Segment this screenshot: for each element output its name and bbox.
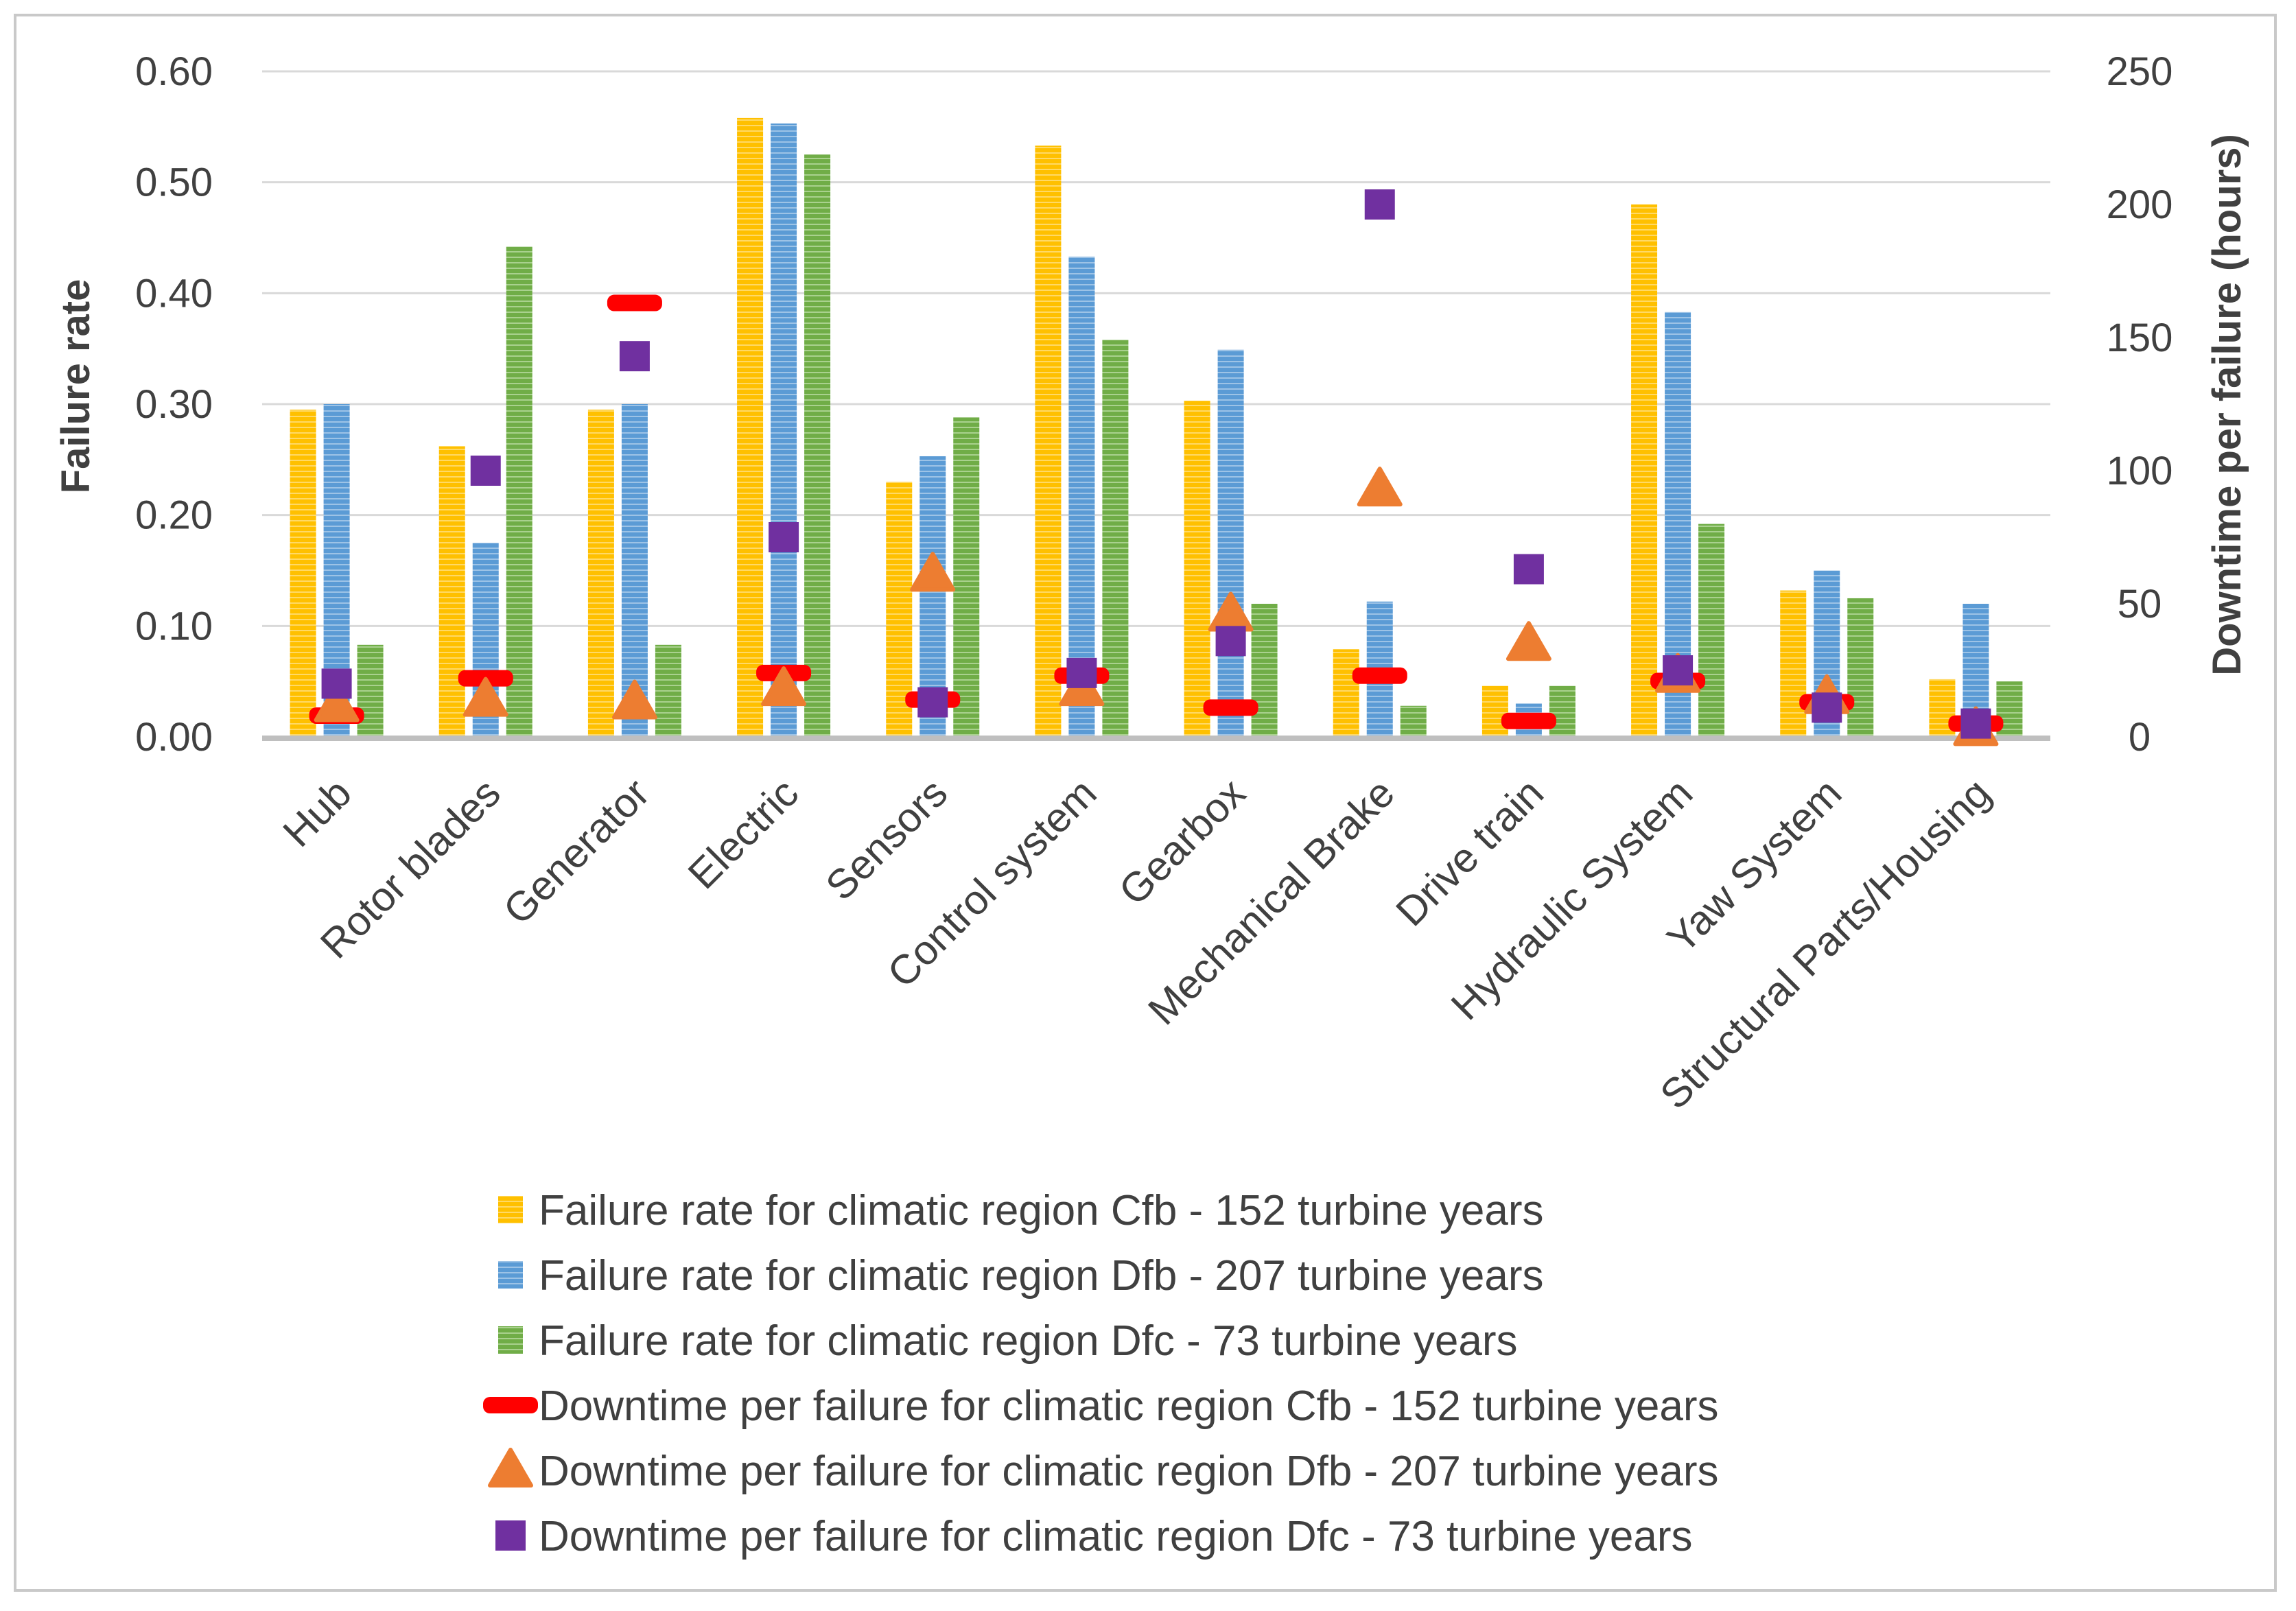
y-tick-label: 0.60 xyxy=(135,49,213,94)
bar-cfb-5 xyxy=(1035,145,1062,738)
y2-tick-label: 200 xyxy=(2107,183,2173,227)
legend-label: Failure rate for climatic region Cfb - 1… xyxy=(539,1187,1544,1234)
marker-square-3 xyxy=(769,522,799,552)
bar-dfc-3 xyxy=(804,154,831,737)
category-label: Electric xyxy=(679,770,807,897)
legend-label: Downtime per failure for climatic region… xyxy=(539,1448,1719,1495)
legend-item: Downtime per failure for climatic region… xyxy=(495,1513,1693,1560)
y2-tick-label: 150 xyxy=(2107,316,2173,360)
bar-cfb-8 xyxy=(1481,685,1508,737)
y-tick-label: 0.00 xyxy=(135,715,213,760)
legend-swatch xyxy=(498,1196,523,1223)
bar-cfb-0 xyxy=(290,410,316,737)
bar-cfb-7 xyxy=(1333,649,1359,737)
legend-label: Downtime per failure for climatic region… xyxy=(539,1513,1693,1560)
marker-triangle-7 xyxy=(1357,467,1403,507)
y-axis-right-title: Downtime per failure (hours) xyxy=(2205,134,2249,676)
marker-triangle-0 xyxy=(314,682,360,722)
y2-tick-label: 250 xyxy=(2107,49,2173,94)
bar-cfb-10 xyxy=(1780,590,1807,737)
marker-dash-2 xyxy=(607,294,662,311)
bar-dfc-0 xyxy=(357,644,384,737)
bar-cfb-9 xyxy=(1631,204,1658,737)
y-tick-label: 0.30 xyxy=(135,382,213,427)
marker-square-2 xyxy=(619,341,650,372)
marker-triangle-6 xyxy=(1208,591,1254,632)
y-tick-label: 0.10 xyxy=(135,604,213,648)
marker-square-1 xyxy=(470,456,501,486)
legend-item: Failure rate for climatic region Dfc - 7… xyxy=(498,1317,1518,1365)
legend-swatch xyxy=(498,1326,523,1354)
marker-square-11 xyxy=(1960,708,1991,739)
bar-dfc-6 xyxy=(1251,604,1278,737)
category-label: Mechanical Brake xyxy=(1139,770,1403,1034)
legend-item: Failure rate for climatic region Dfb - 2… xyxy=(498,1252,1544,1300)
bar-dfb-3 xyxy=(771,123,797,737)
bar-dfb-6 xyxy=(1217,349,1244,737)
legend-swatch xyxy=(483,1397,538,1413)
y-axis-left-title: Failure rate xyxy=(54,279,98,494)
legend-swatch xyxy=(488,1448,533,1487)
gridlines xyxy=(262,70,2050,627)
legend-label: Downtime per failure for climatic region… xyxy=(539,1383,1719,1430)
legend-swatch xyxy=(495,1520,526,1551)
category-label: Generator xyxy=(495,770,658,933)
legend-label: Failure rate for climatic region Dfb - 2… xyxy=(539,1252,1544,1300)
chart-frame xyxy=(14,14,2277,1592)
bar-cfb-1 xyxy=(438,446,465,737)
bar-dfc-2 xyxy=(655,644,681,737)
y-axis-right-ticks: 0 50 100 150 200 250 xyxy=(2107,49,2173,760)
bars xyxy=(290,117,2023,738)
marker-square-4 xyxy=(917,687,948,718)
legend-item: Failure rate for climatic region Cfb - 1… xyxy=(498,1187,1544,1234)
bar-dfc-10 xyxy=(1847,598,1874,737)
marker-dash-6 xyxy=(1203,699,1258,716)
y2-tick-label: 50 xyxy=(2118,582,2162,626)
markers xyxy=(309,189,2004,746)
marker-square-9 xyxy=(1663,655,1694,685)
bar-dfc-4 xyxy=(953,417,980,737)
bar-dfc-8 xyxy=(1549,685,1575,737)
legend-swatch xyxy=(498,1261,523,1289)
marker-triangle-2 xyxy=(611,679,657,720)
marker-dash-7 xyxy=(1352,667,1407,684)
category-label: Sensors xyxy=(817,770,956,909)
bar-dfb-5 xyxy=(1068,256,1095,737)
bar-cfb-3 xyxy=(737,117,764,737)
legend-item: Downtime per failure for climatic region… xyxy=(483,1383,1719,1430)
y-axis-left-ticks: 0.00 0.10 0.20 0.30 0.40 0.50 0.60 xyxy=(135,49,213,760)
marker-square-5 xyxy=(1066,657,1097,688)
category-label: Gearbox xyxy=(1110,770,1254,914)
y-tick-label: 0.20 xyxy=(135,493,213,538)
bar-cfb-6 xyxy=(1184,401,1210,737)
bar-dfc-9 xyxy=(1698,524,1725,737)
marker-square-0 xyxy=(321,668,352,699)
marker-dash-8 xyxy=(1501,712,1556,729)
legend: Failure rate for climatic region Cfb - 1… xyxy=(483,1187,1719,1560)
marker-square-6 xyxy=(1215,626,1246,657)
y-tick-label: 0.40 xyxy=(135,271,213,316)
bar-dfc-7 xyxy=(1400,705,1427,737)
y2-tick-label: 0 xyxy=(2129,715,2151,760)
marker-square-10 xyxy=(1812,692,1842,723)
marker-square-7 xyxy=(1364,189,1395,220)
marker-triangle-3 xyxy=(761,666,807,707)
marker-triangle-4 xyxy=(910,552,956,592)
category-label: Hub xyxy=(274,770,360,856)
y-tick-label: 0.50 xyxy=(135,161,213,205)
legend-item: Downtime per failure for climatic region… xyxy=(488,1448,1719,1495)
marker-triangle-1 xyxy=(462,677,508,717)
bar-dfc-1 xyxy=(506,246,532,737)
marker-triangle-8 xyxy=(1506,621,1551,661)
y2-tick-label: 100 xyxy=(2107,449,2173,493)
marker-square-8 xyxy=(1513,554,1544,585)
legend-label: Failure rate for climatic region Dfc - 7… xyxy=(539,1317,1518,1365)
bar-cfb-2 xyxy=(587,410,614,737)
